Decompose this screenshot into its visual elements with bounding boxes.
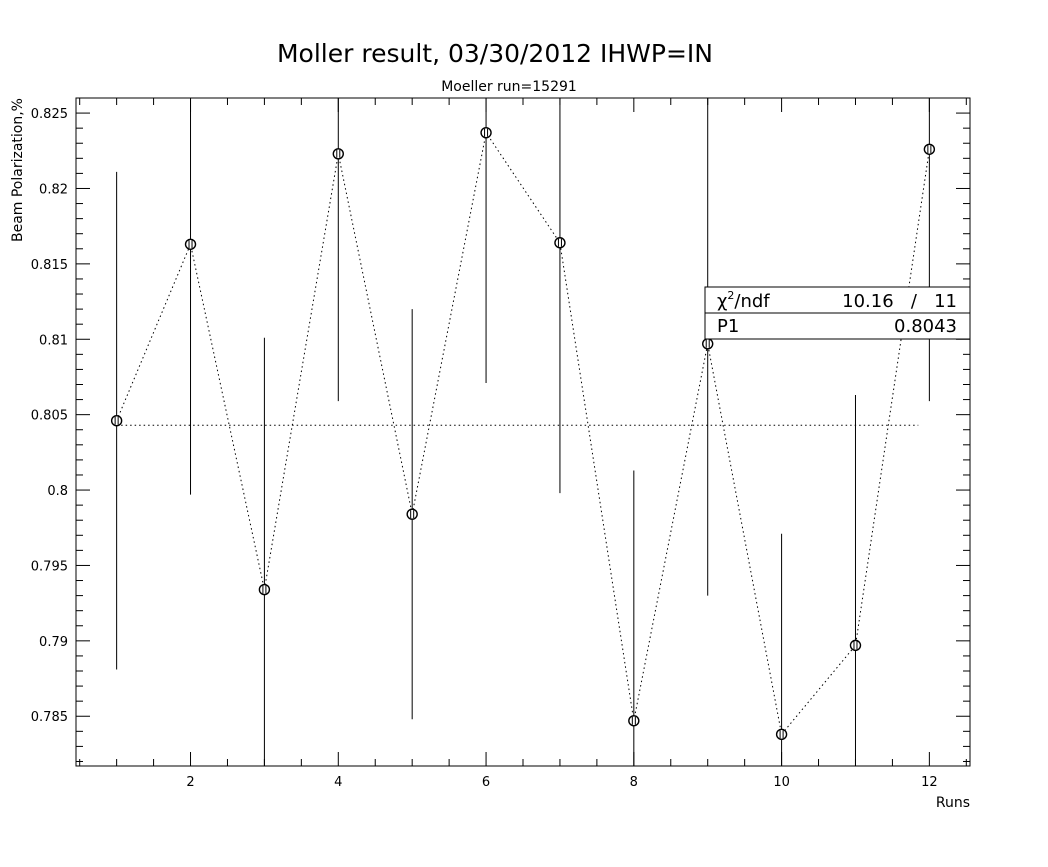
x-tick-label: 10 xyxy=(773,775,790,790)
data-point-circle xyxy=(554,237,566,249)
data-point xyxy=(554,237,566,249)
data-point xyxy=(775,728,788,741)
y-tick-label: 0.825 xyxy=(31,107,68,122)
data-point-circle xyxy=(184,238,197,250)
stats-box: χ2/ndf 10.16 / 11 P1 0.8043 xyxy=(704,286,971,340)
data-point xyxy=(332,148,344,160)
stats-p1-value: 0.8043 xyxy=(894,316,957,337)
data-point-circle xyxy=(406,508,418,520)
y-axis: 0.785 0.79 0.795 0.8 0.805 0.81 0.815 0.82 0.825 xyxy=(31,97,970,762)
chart-subtitle: Moeller run=15291 xyxy=(441,79,577,95)
data-point-circle xyxy=(628,715,640,727)
data-point-layer xyxy=(110,126,936,741)
stats-chi2-label: χ2/ndf xyxy=(717,289,770,312)
plot-frame xyxy=(75,97,971,767)
connector-line-layer xyxy=(116,131,930,736)
x-tick-label: 2 xyxy=(186,775,194,790)
y-axis-label: Beam Polarization,% xyxy=(10,98,26,242)
data-point xyxy=(923,143,936,155)
y-tick-label: 0.81 xyxy=(39,333,68,348)
stats-p1-label: P1 xyxy=(717,316,739,337)
y-tick-label: 0.815 xyxy=(31,258,68,273)
stats-chi2-value: 10.16 / 11 xyxy=(842,291,957,312)
data-point xyxy=(110,414,123,427)
y-tick-label: 0.8 xyxy=(47,484,68,499)
x-tick-label: 6 xyxy=(482,775,490,790)
data-point xyxy=(258,583,271,596)
y-tick-label: 0.785 xyxy=(31,710,68,725)
data-point-circle xyxy=(332,148,344,160)
error-bar-layer xyxy=(116,98,930,766)
data-point-circle xyxy=(702,338,714,350)
x-axis: 2 4 6 8 10 12 xyxy=(79,98,967,790)
data-point-circle xyxy=(849,639,862,652)
data-point xyxy=(480,126,492,139)
y-tick-label: 0.79 xyxy=(39,635,68,650)
x-tick-label: 8 xyxy=(630,775,638,790)
y-tick-label: 0.805 xyxy=(31,409,68,424)
data-point xyxy=(849,639,862,652)
y-tick-label: 0.795 xyxy=(31,559,68,574)
x-tick-label: 4 xyxy=(334,775,342,790)
data-point xyxy=(184,238,197,250)
chart-title: Moller result, 03/30/2012 IHWP=IN xyxy=(277,39,713,68)
data-point-circle xyxy=(775,728,788,741)
data-point-circle xyxy=(923,143,936,155)
y-tick-label: 0.82 xyxy=(39,182,68,197)
data-point-circle xyxy=(258,583,271,596)
series-connector-line xyxy=(116,131,930,736)
data-point-circle xyxy=(480,126,492,139)
x-tick-label: 12 xyxy=(921,775,938,790)
data-point-circle xyxy=(110,414,123,427)
data-point xyxy=(702,338,714,350)
data-point xyxy=(628,715,640,727)
x-axis-label: Runs xyxy=(936,795,970,811)
data-point xyxy=(406,508,418,520)
